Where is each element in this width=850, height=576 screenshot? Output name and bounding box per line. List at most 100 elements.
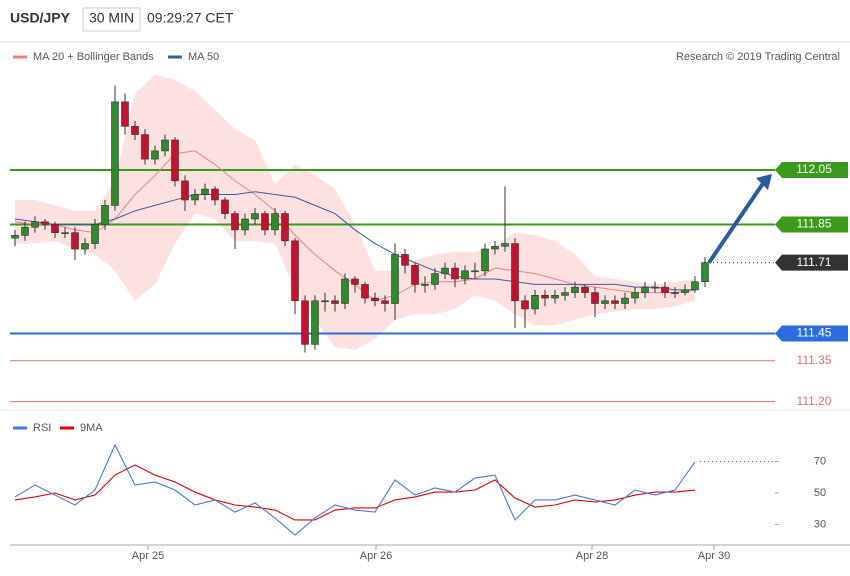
y-tick-label: 30 [814, 518, 826, 530]
candle-body [641, 286, 649, 293]
y-tick-label: 50 [814, 487, 826, 499]
candle-body [461, 270, 469, 280]
candle-body [291, 240, 299, 302]
candle-body [381, 300, 389, 304]
legend-label: MA 50 [188, 51, 219, 63]
candle-body [311, 300, 319, 345]
candle-body [201, 188, 209, 195]
interval: 30 MIN [89, 10, 134, 26]
candle-body [611, 300, 619, 304]
candle-body [661, 286, 669, 293]
credit: Research © 2019 Trading Central [676, 51, 840, 63]
forecast-arrow-head [756, 173, 772, 190]
x-tick-label: Apr 25 [132, 550, 164, 562]
candle-body [471, 270, 479, 273]
candle-body [331, 300, 339, 304]
level-label: 111.35 [797, 353, 832, 367]
candle-body [431, 273, 439, 285]
level-label: 112.05 [796, 162, 832, 176]
level-box [775, 325, 848, 342]
candle-body [361, 284, 369, 299]
time: 09:29:27 CET [147, 10, 234, 26]
bollinger-band [15, 74, 695, 350]
interval-box [82, 7, 141, 32]
candle-body [501, 243, 509, 247]
candle-body [421, 284, 429, 286]
candle-body [411, 265, 419, 285]
candle-body [701, 262, 709, 283]
level-label: 111.45 [797, 326, 832, 340]
candle-body [391, 254, 399, 304]
candle-body [151, 150, 159, 160]
level-label: 111.20 [797, 394, 832, 408]
candle-body [51, 224, 59, 233]
candle-body [251, 213, 259, 220]
candle-body [521, 300, 529, 310]
candle-body [541, 295, 549, 299]
symbol: USD/JPY [10, 10, 71, 26]
candle-body [371, 297, 379, 302]
candle-body [21, 226, 29, 236]
level-label: 111.71 [797, 255, 832, 269]
indicator-line [14, 464, 696, 521]
candle-body [61, 232, 69, 234]
indicator-line [14, 191, 695, 291]
x-tick-label: Apr 28 [576, 550, 608, 562]
candle-body [491, 245, 499, 250]
candle-body [101, 205, 109, 225]
candle-body [141, 134, 149, 160]
candle-body [131, 126, 139, 135]
candle-body [671, 292, 679, 294]
candle-body [71, 232, 79, 250]
candle-body [561, 292, 569, 296]
candle-body [301, 300, 309, 345]
candle-body [591, 292, 599, 304]
candle-body [571, 286, 579, 293]
candle-body [221, 199, 229, 214]
candle-body [281, 213, 289, 242]
candle-body [241, 218, 249, 231]
candle-body [651, 286, 659, 289]
y-tick-label: 70 [814, 455, 826, 467]
candle-body [171, 139, 179, 182]
candle-body [111, 101, 119, 206]
candle-body [681, 289, 689, 293]
candle-body [181, 180, 189, 201]
candle-body [401, 254, 409, 266]
candle-body [621, 297, 629, 304]
candle-body [231, 213, 239, 231]
indicator-line [14, 443, 696, 536]
level-box [775, 161, 848, 178]
candle-body [11, 235, 19, 239]
candle-body [91, 224, 99, 244]
candle-body [321, 300, 329, 303]
candle-body [581, 286, 589, 293]
candle-body [551, 295, 559, 299]
candle-body [511, 243, 519, 302]
level-box [775, 254, 848, 271]
x-tick-label: Apr 26 [360, 550, 392, 562]
candle-body [261, 213, 269, 231]
candle-body [161, 139, 169, 152]
level-box [775, 216, 848, 233]
candle-body [81, 243, 89, 250]
candle-body [531, 295, 539, 310]
candle-body [351, 278, 359, 285]
legend-label: 9MA [80, 422, 103, 434]
candle-body [451, 267, 459, 280]
legend-label: RSI [33, 422, 51, 434]
level-label: 111.85 [797, 217, 832, 231]
candle-body [31, 221, 39, 228]
candle-body [271, 213, 279, 231]
candle-body [121, 101, 129, 127]
candle-body [211, 188, 219, 201]
candle-body [481, 248, 489, 272]
candle-body [691, 281, 699, 291]
candle-body [41, 221, 49, 225]
x-tick-label: Apr 30 [698, 550, 730, 562]
candle-body [191, 194, 199, 201]
forecast-arrow [707, 180, 766, 264]
candle-body [631, 292, 639, 299]
legend-label: MA 20 + Bollinger Bands [33, 51, 154, 63]
